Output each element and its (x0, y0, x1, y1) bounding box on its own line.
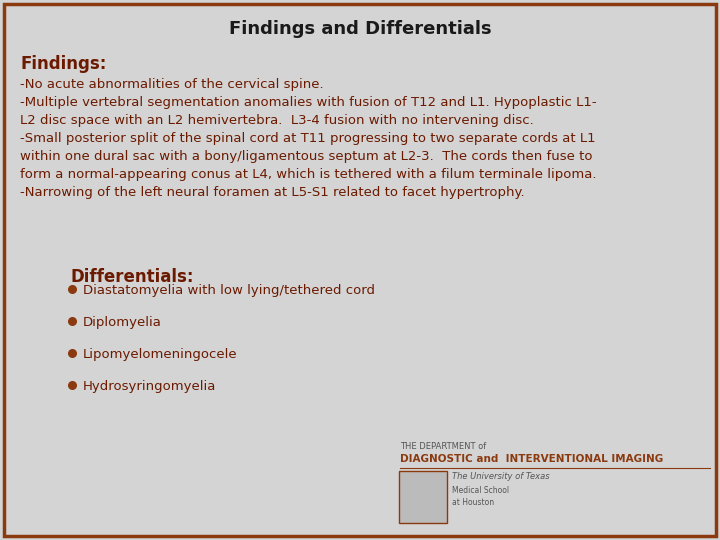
Text: Findings:: Findings: (20, 55, 107, 73)
Text: Hydrosyringomyelia: Hydrosyringomyelia (83, 380, 217, 393)
FancyBboxPatch shape (399, 471, 447, 523)
Text: Diastatomyelia with low lying/tethered cord: Diastatomyelia with low lying/tethered c… (83, 284, 375, 297)
Text: Medical School: Medical School (452, 486, 509, 495)
Text: Lipomyelomeningocele: Lipomyelomeningocele (83, 348, 238, 361)
Text: at Houston: at Houston (452, 498, 494, 507)
Text: Diplomyelia: Diplomyelia (83, 316, 162, 329)
Text: DIAGNOSTIC and  INTERVENTIONAL IMAGING: DIAGNOSTIC and INTERVENTIONAL IMAGING (400, 454, 663, 464)
Text: Findings and Differentials: Findings and Differentials (229, 20, 491, 38)
FancyBboxPatch shape (4, 4, 716, 536)
Text: Differentials:: Differentials: (70, 268, 194, 286)
Text: The University of Texas: The University of Texas (452, 472, 549, 481)
Text: THE DEPARTMENT of: THE DEPARTMENT of (400, 442, 486, 451)
Text: -No acute abnormalities of the cervical spine.
-Multiple vertebral segmentation : -No acute abnormalities of the cervical … (20, 78, 597, 199)
